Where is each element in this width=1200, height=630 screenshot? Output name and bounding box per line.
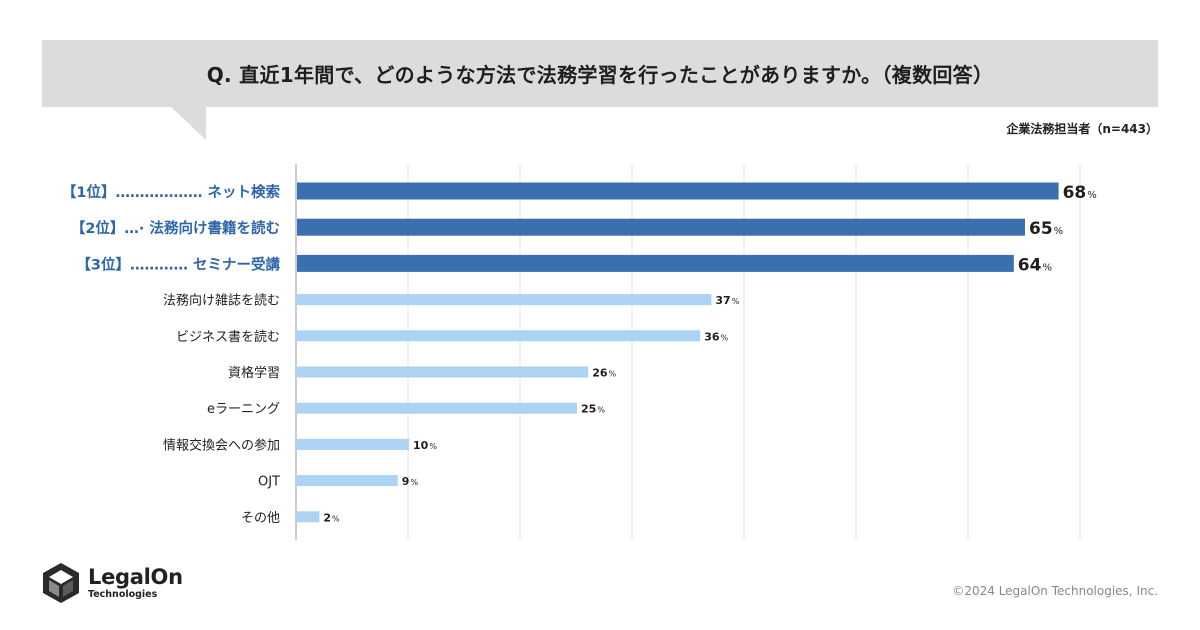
- bar: [297, 294, 712, 306]
- category-label: 資格学習: [228, 365, 280, 381]
- value-label: 36%: [704, 330, 728, 343]
- category-label: 法務向け雑誌を読む: [163, 293, 280, 309]
- value-label: 26%: [592, 367, 616, 380]
- bar: [297, 438, 409, 450]
- category-label: OJT: [258, 475, 280, 490]
- bar: [297, 511, 320, 523]
- bar: [297, 402, 577, 414]
- copyright: ©2024 LegalOn Technologies, Inc.: [952, 584, 1158, 598]
- bar: [297, 218, 1025, 236]
- company-logo: LegalOn Technologies: [42, 562, 183, 604]
- category-label: eラーニング: [207, 402, 280, 417]
- logo-subtitle: Technologies: [88, 588, 158, 600]
- category-label: ビジネス書を読む: [176, 329, 280, 345]
- value-label: 10%: [413, 439, 437, 452]
- question-box: [42, 40, 1158, 107]
- logo-name: LegalOn: [88, 564, 183, 589]
- value-label: 68%: [1063, 183, 1097, 203]
- question-box-tail: [170, 106, 206, 140]
- category-label: 情報交換会への参加: [163, 437, 280, 453]
- legalon-hexagon-icon: [43, 563, 79, 603]
- value-label: 37%: [715, 294, 739, 307]
- bar: [297, 366, 589, 378]
- category-label: 【3位】………… セミナー受講: [76, 255, 280, 273]
- bar: [297, 254, 1014, 272]
- value-label: 2%: [323, 511, 340, 524]
- bar: [297, 182, 1059, 200]
- category-label: その他: [241, 511, 280, 526]
- value-label: 25%: [581, 403, 605, 416]
- category-label: 【1位】……………… ネット検索: [62, 183, 281, 201]
- category-label: 【2位】…· 法務向け書籍を読む: [71, 219, 280, 237]
- bar: [297, 330, 701, 342]
- respondents-note: 企業法務担当者（n=443）: [1006, 122, 1158, 136]
- value-label: 65%: [1029, 219, 1063, 239]
- value-label: 64%: [1018, 255, 1052, 275]
- question-title: Q. 直近1年間で、どのような方法で法務学習を行ったことがありますか。（複数回答…: [206, 63, 994, 87]
- bar: [297, 475, 398, 487]
- value-label: 9%: [402, 475, 419, 488]
